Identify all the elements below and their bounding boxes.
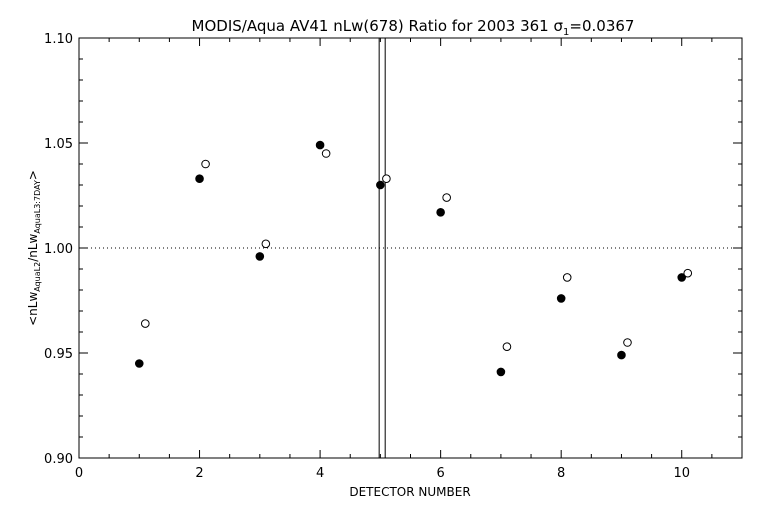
open-point-6	[442, 193, 451, 202]
y-axis-label-part-b: /nLw	[26, 233, 40, 261]
x-tick-label: 8	[557, 466, 565, 481]
filled-point-6	[436, 208, 445, 217]
filled-point-3	[255, 252, 265, 261]
chart-title-subscript: 1	[563, 27, 569, 38]
open-point-10	[683, 268, 693, 278]
open-point-5	[382, 174, 391, 183]
y-axis-label-sub-a: AquaL2	[33, 262, 42, 292]
y-axis-label-sub-b: AquaL3:7DAY	[33, 180, 42, 234]
filled-point-4	[315, 140, 325, 150]
y-tick-label: 0.90	[44, 452, 73, 467]
plot-frame	[78, 37, 743, 459]
plot-area	[78, 37, 743, 459]
y-tick-label: 1.00	[44, 242, 73, 257]
filled-point-7	[496, 367, 506, 377]
x-tick-label: 4	[316, 466, 324, 481]
filled-point-10	[677, 273, 687, 282]
open-point-9	[623, 338, 632, 347]
open-point-4	[321, 149, 331, 158]
filled-point-5	[376, 180, 385, 190]
open-point-1	[141, 319, 150, 328]
y-tick-label: 1.10	[44, 32, 73, 47]
chart-title-tail: =0.0367	[569, 17, 634, 35]
x-axis-label: DETECTOR NUMBER	[349, 485, 470, 499]
x-tick-label: 6	[436, 466, 444, 481]
x-tick-label: 0	[75, 466, 83, 481]
open-point-8	[562, 273, 572, 282]
x-tick-label: 10	[673, 466, 690, 481]
open-point-7	[502, 342, 512, 352]
chart-title-main: MODIS/Aqua AV41 nLw(678) Ratio for 2003 …	[192, 17, 564, 35]
filled-point-9	[617, 350, 626, 360]
filled-point-8	[556, 294, 566, 303]
chart-title: MODIS/Aqua AV41 nLw(678) Ratio for 2003 …	[192, 17, 635, 38]
x-tick-label: 2	[195, 466, 203, 481]
axis-ticks: 0 2 4 6 8 10 0.90 0.95 1.00 1.05 1.10	[44, 32, 743, 481]
filled-point-1	[134, 359, 144, 368]
y-tick-label: 1.05	[44, 137, 73, 152]
data-points	[134, 140, 693, 377]
y-tick-label: 0.95	[44, 347, 73, 362]
filled-point-2	[195, 174, 204, 183]
open-point-3	[261, 239, 271, 249]
y-axis-label-part-c: >	[26, 170, 40, 180]
y-axis-label: <nLwAquaL2/nLwAquaL3:7DAY>	[26, 170, 42, 326]
y-axis-label-part-a: <nLw	[26, 292, 40, 326]
open-point-2	[201, 159, 210, 169]
